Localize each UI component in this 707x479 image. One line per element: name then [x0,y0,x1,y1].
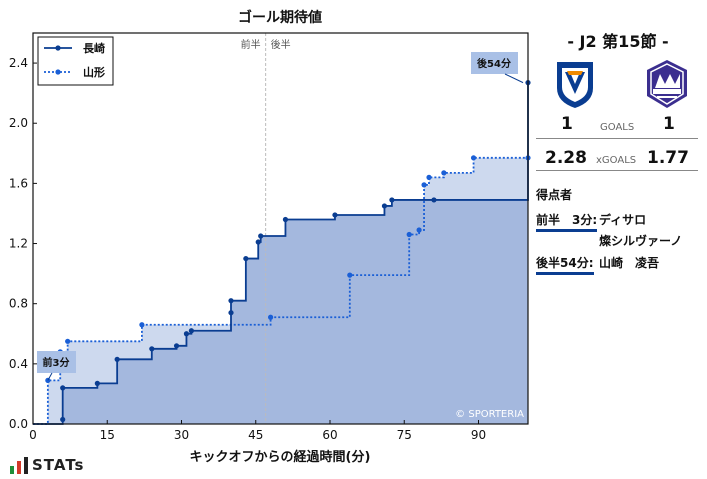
y-tick-label: 1.6 [9,176,28,190]
data-point [282,216,289,223]
xgoals-label: xGOALS [596,155,637,166]
y-tick-label: 2.0 [9,116,28,130]
data-point [65,338,71,344]
data-point [470,155,477,161]
half-label: 前半 [241,38,261,51]
data-point [139,322,145,328]
x-tick-label: 0 [29,428,37,442]
data-point [60,385,66,391]
match-title: - J2 第15節 - [567,32,669,51]
home-goals: 1 [561,114,573,134]
goals-row: 1 GOALS 1 [536,114,698,139]
data-point [426,174,432,180]
data-point [441,170,447,176]
goal-annotation-box [471,52,518,74]
scorer-name: 山崎 凌吾 [599,256,660,270]
scorers-heading: 得点者 [536,188,573,202]
scorer-name: 燦シルヴァーノ [599,234,683,248]
y-tick-label: 0.4 [9,357,28,371]
xgoals-row: 2.28 xGOALS 1.77 [536,146,698,171]
data-point [268,314,274,320]
legend [37,36,114,86]
y-tick-label: 0.0 [9,417,28,431]
data-point [258,233,264,239]
data-point [255,239,261,245]
data-point [188,328,194,334]
x-tick-label: 90 [471,428,486,442]
data-point [389,197,395,203]
data-point [183,331,190,337]
bar-chart-icon [10,457,28,474]
data-point [332,212,338,218]
stats-logo-text: STATs [32,456,85,474]
y-tick-label: 1.2 [9,237,28,251]
goal-annotation-pointer [504,73,524,84]
match-summary-panel: - J2 第15節 - 1 GOALS 1 2.28 xGOALS 1.77 得… [533,0,707,479]
data-point [149,346,155,352]
legend-label: 山形 [83,65,105,79]
half-label: 後半 [271,38,291,51]
legend-label: 長崎 [83,41,105,55]
legend-marker [55,69,61,75]
y-tick-label: 2.4 [9,56,28,70]
data-point [173,343,180,349]
data-point [60,416,66,423]
goal-annotation-label: 後54分 [477,57,511,70]
goals-label: GOALS [600,122,635,133]
y-tick-label: 0.8 [9,297,28,311]
data-point [228,298,234,304]
series-line-home [33,82,529,425]
data-point [228,310,234,316]
area-fill-home [33,82,528,424]
plot-frame [32,32,529,425]
data-point [94,380,100,386]
x-tick-label: 15 [100,428,115,442]
goal-annotation-label: 前3分 [43,356,70,369]
data-point [243,255,249,262]
data-point [416,227,422,233]
data-point [347,272,353,278]
data-point [406,231,412,238]
away-xg: 1.77 [647,148,689,168]
data-point [381,203,388,209]
home-xg: 2.28 [545,148,587,168]
goal-annotation-pointer [47,372,53,381]
data-point [114,356,120,362]
watermark: © SPORTERIA [455,409,524,420]
x-tick-label: 60 [322,428,337,442]
goal-annotation-box [37,351,76,373]
data-point [421,182,427,188]
scorer-name: ディサロ [599,213,647,227]
scorer-time: 後半54分: [536,254,594,275]
scorer-time: 前半 3分: [536,211,598,232]
chart-title: ゴール期待値 [238,9,322,26]
x-tick-label: 45 [248,428,263,442]
home-team-crest-icon [557,62,593,108]
away-team-crest-icon [647,60,687,108]
x-axis-label: キックオフからの経過時間(分) [190,449,371,465]
data-point [431,197,437,203]
legend-marker [55,45,61,51]
x-tick-label: 30 [174,428,189,442]
x-tick-label: 75 [397,428,412,442]
away-goals: 1 [663,114,675,134]
